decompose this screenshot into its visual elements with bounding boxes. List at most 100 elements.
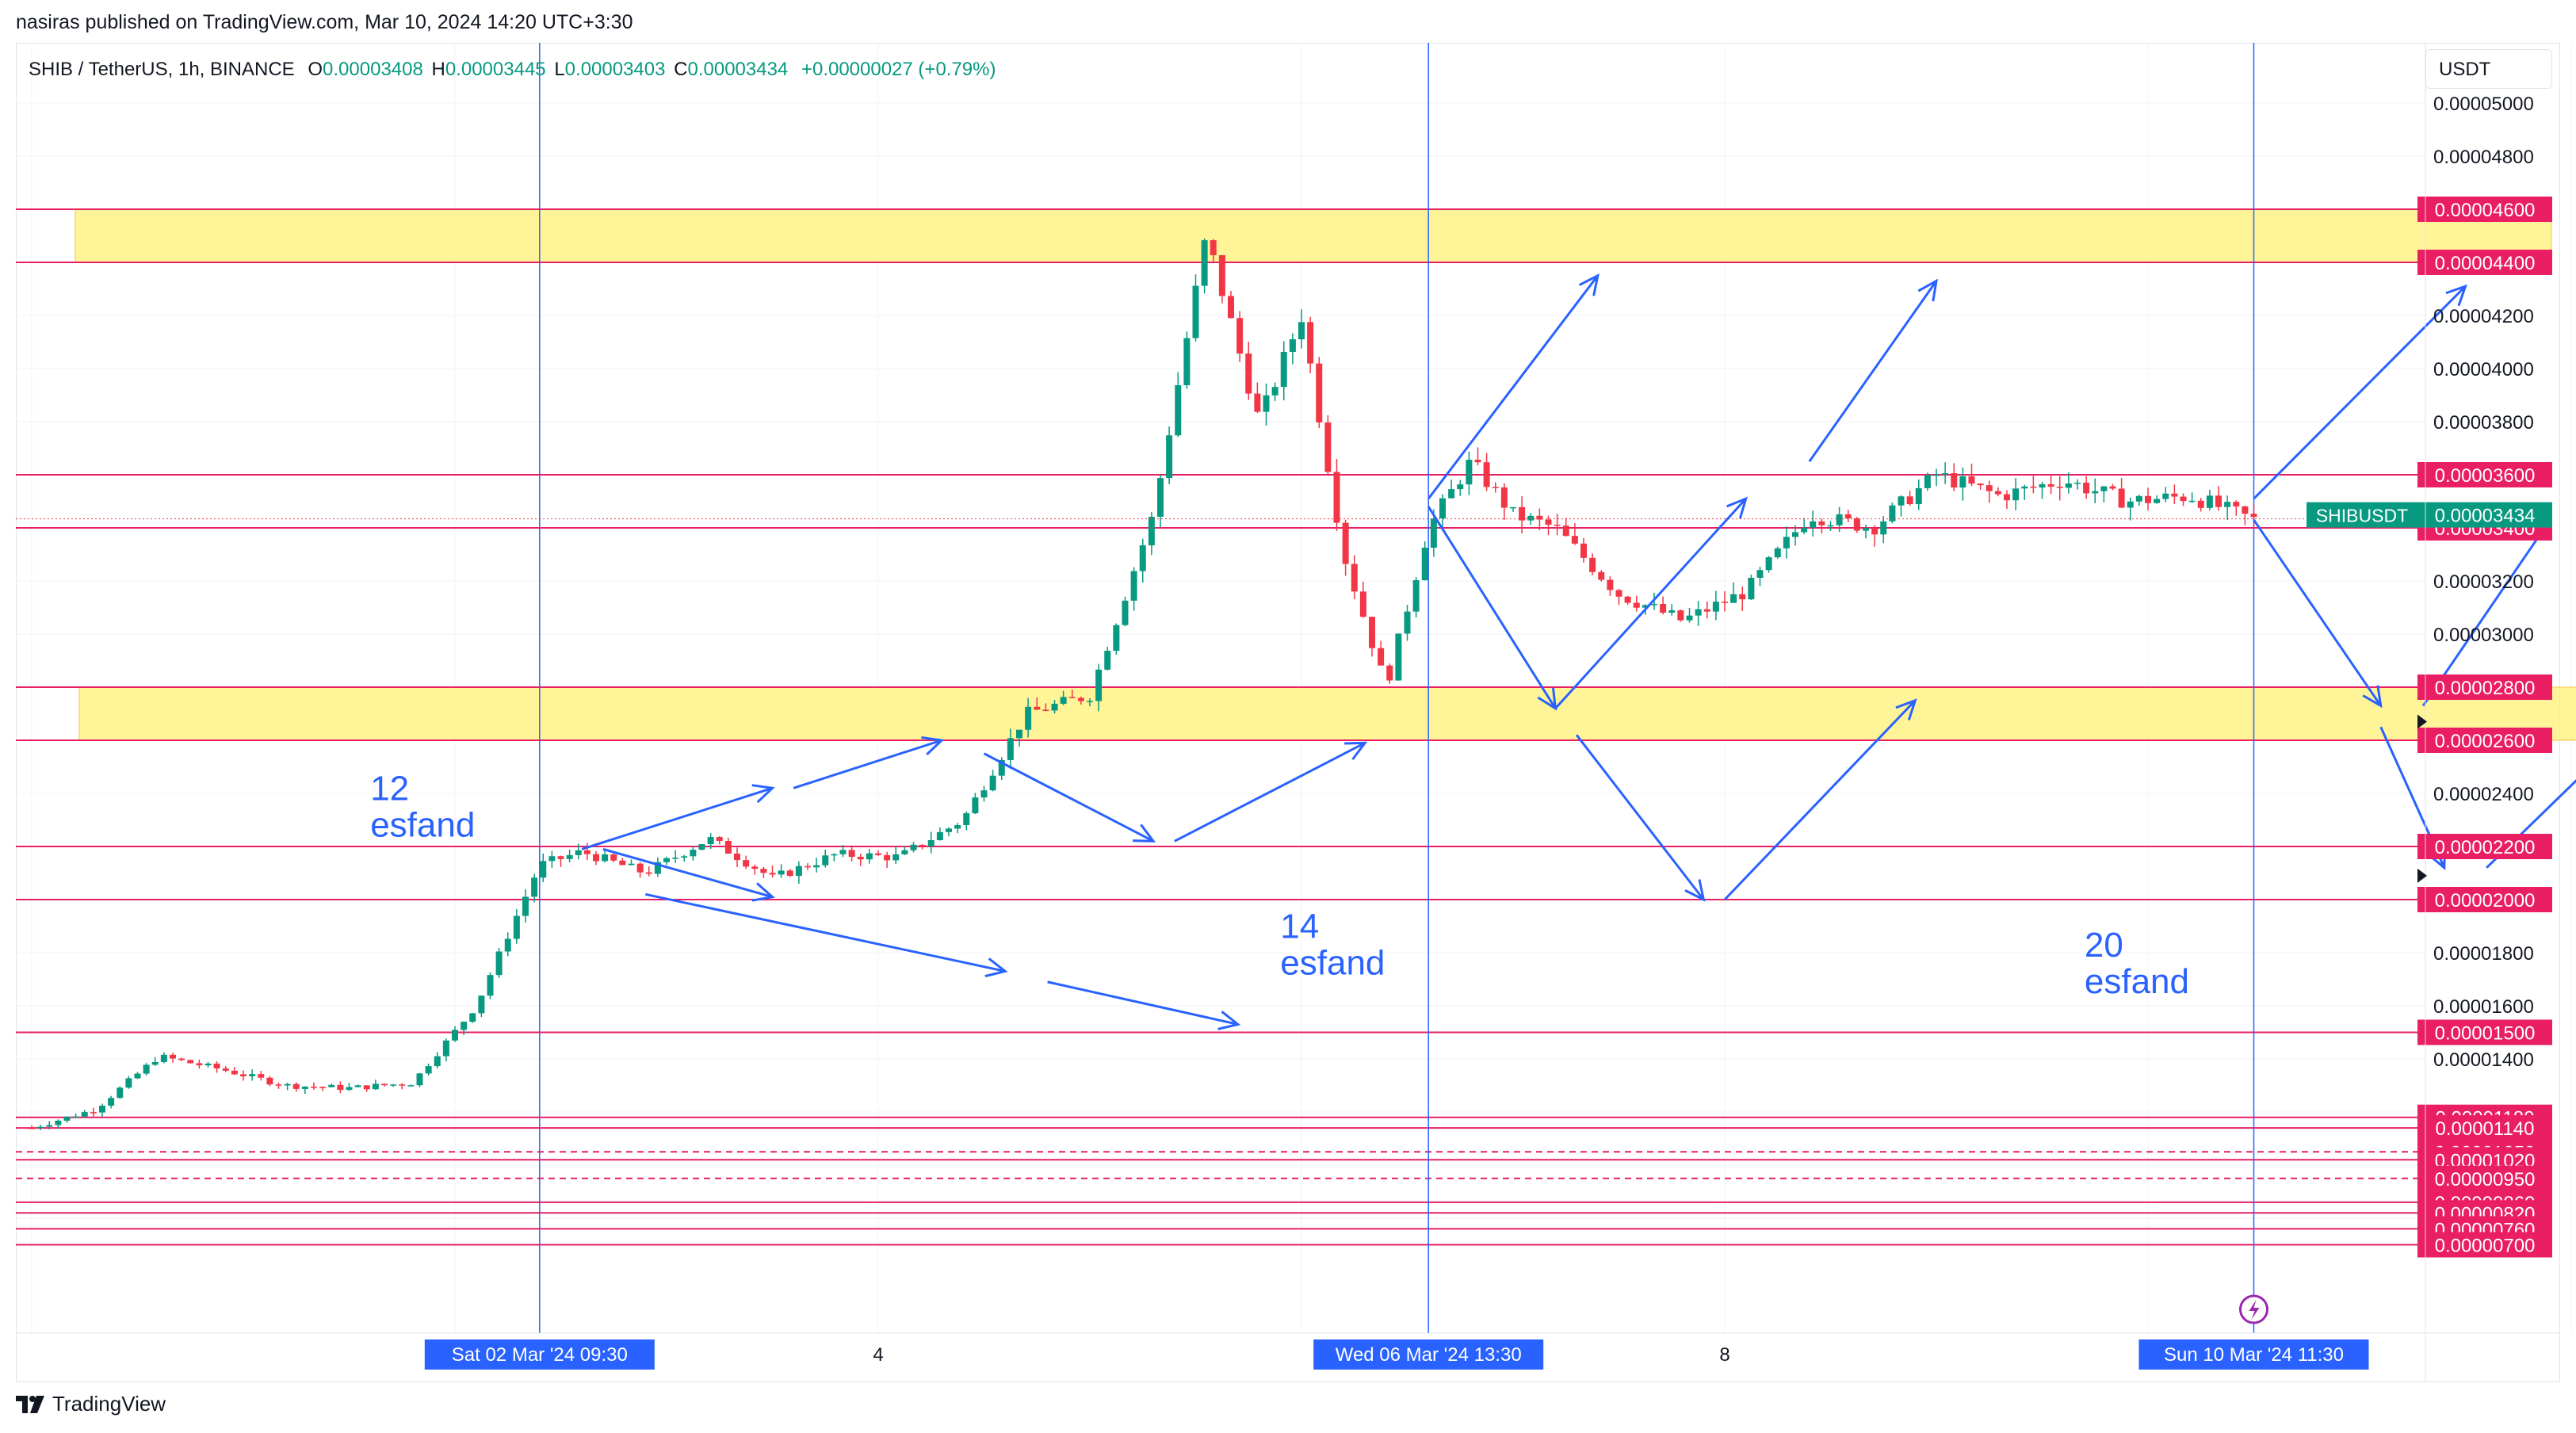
- candle-body: [1034, 706, 1041, 710]
- candles: [29, 238, 2257, 1130]
- candle-body: [1254, 393, 1261, 412]
- scale-marker-icon: [2417, 868, 2427, 883]
- candle-body: [292, 1083, 300, 1089]
- candle-body: [1580, 543, 1587, 558]
- candle-body: [2056, 487, 2063, 488]
- annotation-arrow: [1428, 274, 1599, 500]
- candle-body: [901, 850, 908, 854]
- candle-body: [1607, 579, 1614, 590]
- candle-body: [2127, 501, 2134, 508]
- candle-body: [170, 1054, 176, 1059]
- level-price-tag: [2417, 834, 2552, 859]
- candle-body: [857, 857, 864, 860]
- candle-body: [1324, 422, 1332, 472]
- candle-body: [1298, 322, 1305, 340]
- level-price-tag-label: 0.00002800: [2435, 678, 2536, 699]
- candle-body: [628, 863, 635, 866]
- candle-body: [866, 853, 873, 860]
- candle-body: [2197, 500, 2204, 508]
- annotation-note: 20: [2085, 926, 2123, 965]
- candle-body: [1519, 506, 1526, 521]
- candle-body: [1836, 514, 1843, 525]
- candle-body: [1880, 521, 1887, 535]
- candle-body: [2145, 495, 2151, 503]
- lightning-icon: [2249, 1300, 2260, 1320]
- support-resistance-zone: [75, 208, 2552, 263]
- annotation-arrow-head: [1917, 278, 1938, 302]
- annotation-arrow: [1174, 742, 1366, 843]
- candle-body: [46, 1125, 53, 1127]
- candle-body: [672, 858, 679, 859]
- candle-body: [1271, 387, 1278, 396]
- candle-body: [1474, 460, 1481, 463]
- candle-body: [2242, 506, 2249, 514]
- currency-button[interactable]: USDT: [2425, 49, 2552, 89]
- candle-body: [284, 1083, 291, 1086]
- candle-body: [1068, 697, 1076, 698]
- candle-body: [1430, 518, 1437, 548]
- annotation-arrow: [2253, 519, 2382, 707]
- candle-body: [399, 1084, 406, 1086]
- candle-body: [1783, 537, 1790, 548]
- candle-body: [1853, 518, 1860, 531]
- candle-body: [2100, 486, 2108, 491]
- candle-body: [2074, 483, 2081, 484]
- candle-body: [495, 951, 503, 976]
- candle-body: [1166, 435, 1173, 479]
- candle-body: [831, 854, 838, 856]
- candle-body: [1510, 506, 1516, 509]
- candle-body: [1369, 617, 1375, 648]
- annotation-arrow: [644, 892, 1006, 973]
- candle-body: [1977, 483, 1984, 486]
- candle-body: [231, 1070, 238, 1075]
- annotation-note: 14: [1280, 908, 1319, 946]
- candle-body: [1025, 706, 1032, 730]
- candle-body: [1289, 339, 1296, 352]
- annotation-note: esfand: [1280, 944, 1385, 983]
- annotation-note: 12: [370, 769, 409, 808]
- candle-body: [707, 837, 714, 845]
- candle-body: [72, 1116, 79, 1118]
- candle-body: [1686, 615, 1693, 621]
- annotation-arrow-head: [1578, 273, 1599, 296]
- level-price-tag-label: 0.00001500: [2435, 1023, 2536, 1045]
- y-axis-tick-label: 0.00001400: [2433, 1049, 2534, 1071]
- annotation-arrow: [1808, 280, 1938, 463]
- candle-body: [1615, 590, 1622, 597]
- candle-body: [213, 1063, 220, 1069]
- x-axis-crosshair-tag: [1313, 1339, 1544, 1370]
- candle-body: [1386, 665, 1393, 681]
- candle-body: [1722, 602, 1728, 603]
- candle-body: [910, 844, 917, 850]
- candle-body: [2012, 488, 2020, 501]
- candle-body: [1104, 651, 1111, 670]
- candle-body: [108, 1098, 115, 1106]
- candle-body: [1668, 610, 1676, 613]
- candle-body: [478, 995, 485, 1014]
- candle-body: [1756, 570, 1764, 579]
- candle-body: [372, 1083, 379, 1090]
- candle-body: [805, 866, 811, 868]
- candle-body: [1236, 318, 1244, 354]
- candle-body: [1739, 594, 1746, 600]
- candle-body: [1183, 338, 1191, 386]
- candle-body: [1395, 633, 1402, 681]
- candle-body: [751, 866, 759, 869]
- candle-body: [1421, 547, 1428, 581]
- candle-body: [1175, 385, 1182, 436]
- candle-body: [1157, 478, 1164, 518]
- candle-body: [593, 854, 599, 862]
- x-axis-crosshair-label: Wed 06 Mar '24 13:30: [1336, 1344, 1522, 1366]
- tradingview-logo[interactable]: TradingView: [16, 1392, 166, 1416]
- candle-body: [1333, 472, 1340, 523]
- candle-body: [1571, 536, 1578, 544]
- candle-body: [1412, 580, 1420, 612]
- candle-body: [1245, 353, 1252, 394]
- candle-body: [1492, 487, 1499, 488]
- symbol-label[interactable]: SHIB / TetherUS, 1h, BINANCE: [29, 59, 295, 80]
- candle-body: [1642, 605, 1649, 608]
- candle-body: [407, 1085, 415, 1087]
- candle-body: [716, 837, 723, 842]
- publish-caption: nasiras published on TradingView.com, Ma…: [16, 11, 633, 33]
